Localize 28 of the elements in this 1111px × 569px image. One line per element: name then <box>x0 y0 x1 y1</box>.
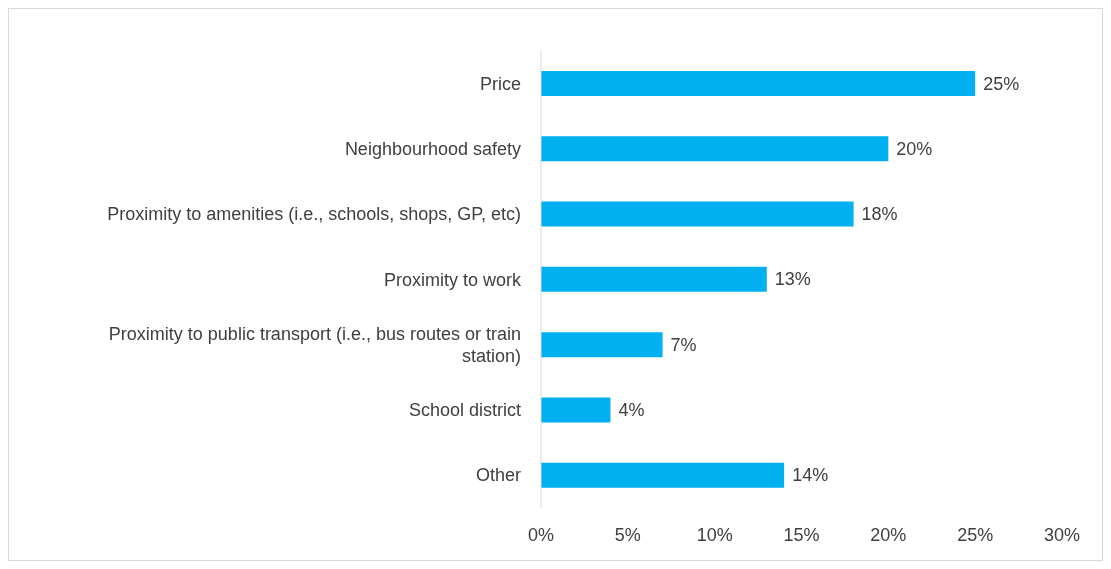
y-tick-label: Proximity to work <box>383 269 522 290</box>
bar <box>541 71 976 96</box>
x-tick-label: 30% <box>1043 524 1081 545</box>
y-tick-label: Neighbourhood safety <box>344 138 521 159</box>
x-tick-label: 10% <box>696 524 733 545</box>
data-label: 18% <box>861 204 898 225</box>
data-label: 7% <box>670 334 697 355</box>
data-label: 25% <box>983 73 1020 94</box>
bar <box>541 201 854 227</box>
bar <box>541 332 663 358</box>
data-label: 4% <box>618 399 645 420</box>
data-label: 20% <box>896 138 933 159</box>
data-label: 14% <box>792 465 829 486</box>
y-tick-label: Price <box>479 73 521 94</box>
x-tick-label: 5% <box>614 524 641 545</box>
y-tick-label: Proximity to public transport (i.e., bus routes or train station) <box>108 323 521 366</box>
y-tick-label: School district <box>408 400 521 421</box>
bar <box>541 397 611 423</box>
bar <box>541 136 889 162</box>
data-label: 13% <box>774 269 811 290</box>
bar <box>541 266 767 292</box>
bar <box>541 462 785 488</box>
y-tick-label: Other <box>475 465 521 486</box>
x-tick-label: 25% <box>957 524 994 545</box>
y-tick-label: Proximity to amenities (i.e., schools, shops, GP, etc) <box>107 204 521 225</box>
x-tick-label: 15% <box>783 524 820 545</box>
x-tick-label: 20% <box>870 524 907 545</box>
x-tick-label: 0% <box>527 524 555 545</box>
